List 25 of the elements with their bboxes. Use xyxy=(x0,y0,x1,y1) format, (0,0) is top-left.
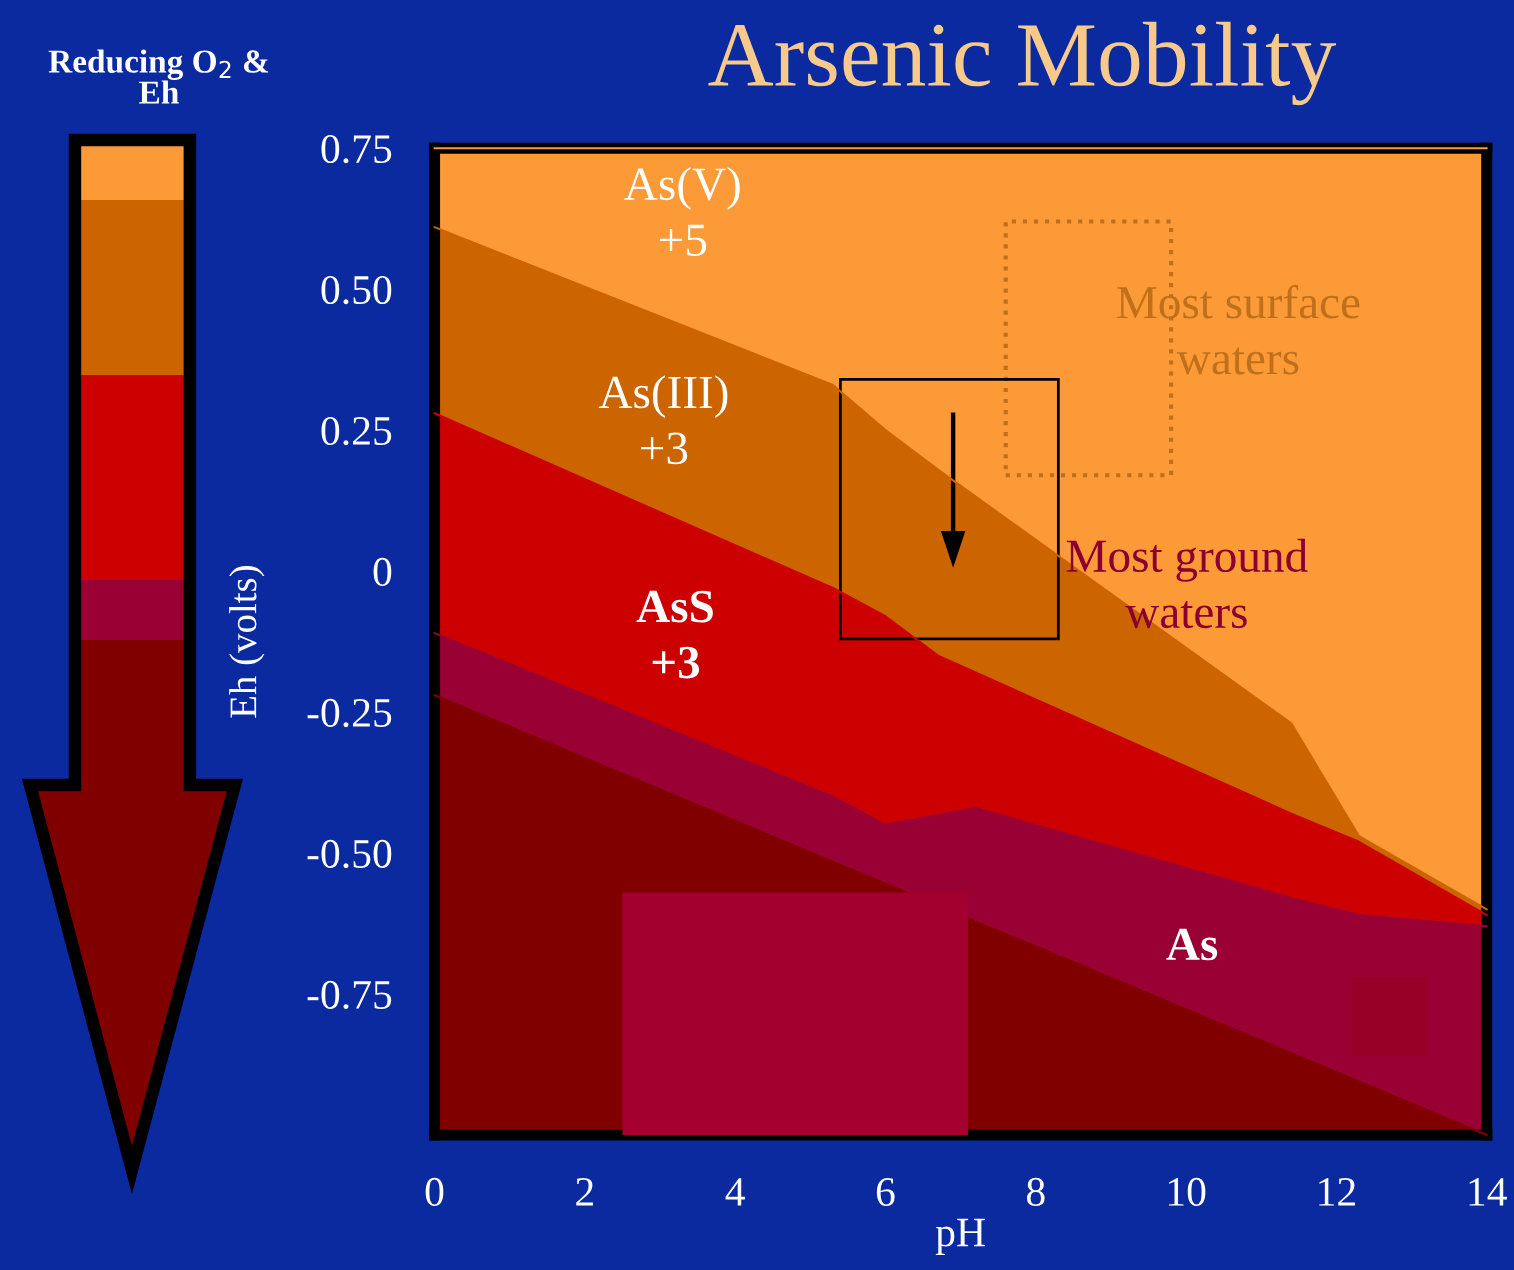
y-tick-label: 0.50 xyxy=(321,275,392,305)
y-tick-label: 0 xyxy=(373,557,392,586)
annotation: As xyxy=(1166,928,1218,961)
x-tick-label: 8 xyxy=(1026,1177,1045,1206)
y-tick-label: -0.50 xyxy=(307,839,392,869)
x-tick-label: 4 xyxy=(725,1178,745,1206)
y-tick-label: 0.25 xyxy=(321,416,392,446)
x-tick-label: 14 xyxy=(1469,1178,1507,1206)
x-tick-label: 0 xyxy=(425,1177,444,1206)
annotation: Most ground waters xyxy=(1066,538,1308,629)
x-tick-label: 12 xyxy=(1319,1177,1355,1206)
annotation: AsS +3 xyxy=(636,590,713,679)
x-tick-label: 2 xyxy=(576,1177,593,1206)
y-axis-title: Eh (volts) xyxy=(229,566,265,718)
x-tick-label: 10 xyxy=(1168,1177,1206,1206)
x-tick-label: 6 xyxy=(876,1177,895,1206)
annotation: Most surface waters xyxy=(1117,284,1360,375)
x-axis-title: pH xyxy=(935,1218,985,1256)
annotation: As(V) +5 xyxy=(624,166,740,257)
chart-title: Arsenic Mobility xyxy=(708,21,1337,106)
annotation: As(III) +3 xyxy=(598,375,728,465)
y-tick-label: -0.25 xyxy=(307,698,392,728)
y-tick-label: -0.75 xyxy=(307,980,392,1010)
y-tick-label: 0.75 xyxy=(321,134,392,164)
text: Reducing O$_{2}$ & Eh xyxy=(48,49,269,104)
